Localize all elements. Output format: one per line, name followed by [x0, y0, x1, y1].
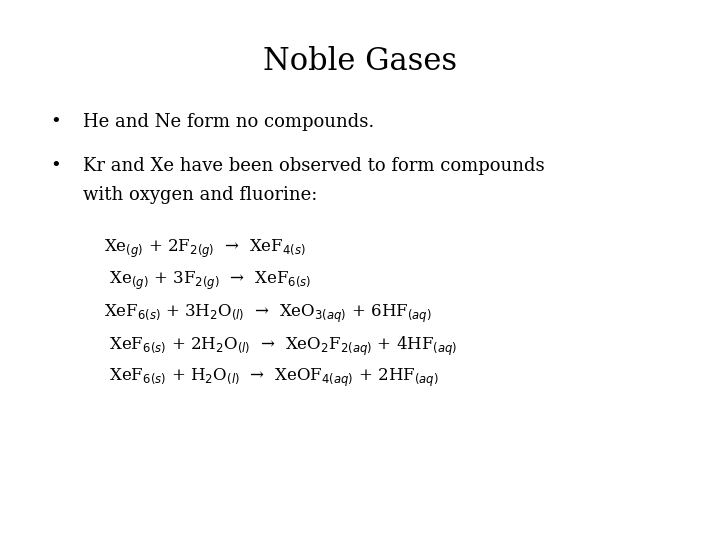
- Text: XeF$_{6(s)}$ + 3H$_2$O$_{(l)}$  →  XeO$_{3(aq)}$ + 6HF$_{(aq)}$: XeF$_{6(s)}$ + 3H$_2$O$_{(l)}$ → XeO$_{3…: [104, 302, 432, 325]
- Text: Noble Gases: Noble Gases: [263, 46, 457, 77]
- Text: with oxygen and fluorine:: with oxygen and fluorine:: [83, 186, 318, 204]
- Text: •: •: [50, 157, 61, 174]
- Text: Kr and Xe have been observed to form compounds: Kr and Xe have been observed to form com…: [83, 157, 544, 174]
- Text: XeF$_{6(s)}$ + H$_2$O$_{(l)}$  →  XeOF$_{4(aq)}$ + 2HF$_{(aq)}$: XeF$_{6(s)}$ + H$_2$O$_{(l)}$ → XeOF$_{4…: [104, 367, 439, 389]
- Text: Xe$_{(g)}$ + 3F$_{2(g)}$  →  XeF$_{6(s)}$: Xe$_{(g)}$ + 3F$_{2(g)}$ → XeF$_{6(s)}$: [104, 270, 312, 292]
- Text: XeF$_{6(s)}$ + 2H$_2$O$_{(l)}$  →  XeO$_2$F$_{2(aq)}$ + 4HF$_{(aq)}$: XeF$_{6(s)}$ + 2H$_2$O$_{(l)}$ → XeO$_2$…: [104, 335, 458, 358]
- Text: Xe$_{(g)}$ + 2F$_{2(g)}$  →  XeF$_{4(s)}$: Xe$_{(g)}$ + 2F$_{2(g)}$ → XeF$_{4(s)}$: [104, 238, 306, 260]
- Text: •: •: [50, 113, 61, 131]
- Text: He and Ne form no compounds.: He and Ne form no compounds.: [83, 113, 374, 131]
